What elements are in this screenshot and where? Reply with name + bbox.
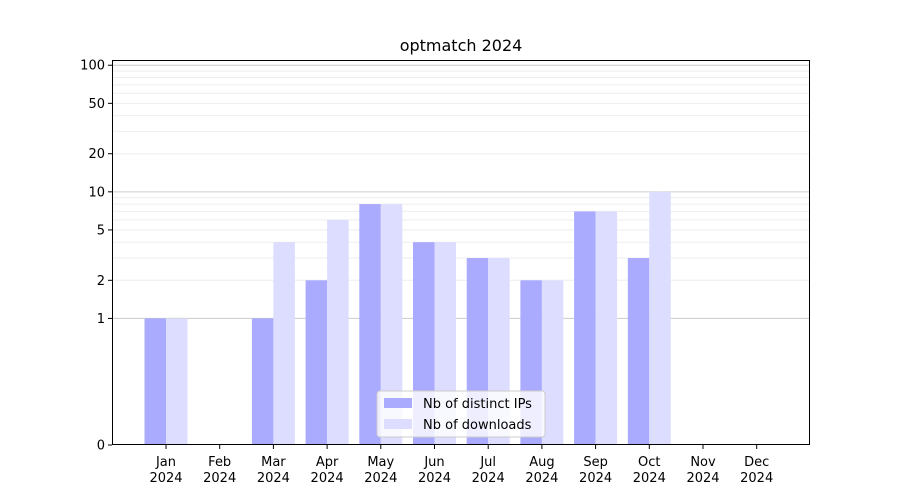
bar-distinct-ips xyxy=(305,280,328,445)
x-tick-label-year: 2024 xyxy=(257,471,290,486)
y-tick-label: 100 xyxy=(80,59,105,74)
x-tick-label-year: 2024 xyxy=(633,471,666,486)
x-tick-label-year: 2024 xyxy=(418,471,451,486)
x-tick-label-month: Sep xyxy=(583,455,608,470)
y-tick-label: 50 xyxy=(88,97,105,112)
bar-downloads xyxy=(380,204,403,445)
bar-distinct-ips xyxy=(144,318,166,445)
x-tick-label-month: Apr xyxy=(316,455,339,470)
bar-distinct-ips xyxy=(574,211,596,445)
y-axis: 0 1 2 5 10 20 50 100 xyxy=(80,59,112,454)
legend: Nb of distinct IPs Nb of downloads xyxy=(376,390,546,438)
x-tick-label-month: Mar xyxy=(261,455,286,470)
x-tick-label-year: 2024 xyxy=(740,471,773,486)
plot-frame xyxy=(112,60,810,445)
x-tick-label-month: Oct xyxy=(638,455,660,470)
chart-title: optmatch 2024 xyxy=(400,36,523,55)
x-tick-label-year: 2024 xyxy=(525,471,558,486)
grid-lines xyxy=(112,64,810,319)
x-axis: Jan2024Feb2024Mar2024Apr2024May2024Jun20… xyxy=(149,445,773,486)
x-tick-label-month: Aug xyxy=(529,455,554,470)
x-tick-label-year: 2024 xyxy=(579,471,612,486)
legend-box xyxy=(376,390,546,438)
bar-downloads xyxy=(327,219,349,445)
x-tick-label-year: 2024 xyxy=(472,471,505,486)
bar-downloads xyxy=(541,280,564,445)
legend-label-distinct-ips: Nb of distinct IPs xyxy=(423,397,532,412)
bar-distinct-ips xyxy=(251,318,274,445)
bar-downloads xyxy=(166,318,188,445)
x-tick-label-month: Jul xyxy=(479,455,496,470)
x-tick-label-year: 2024 xyxy=(311,471,344,486)
legend-swatch-distinct-ips xyxy=(384,398,412,408)
bar-distinct-ips xyxy=(359,204,381,445)
x-tick-label-month: Feb xyxy=(208,455,231,470)
x-tick-label-month: May xyxy=(367,455,394,470)
bar-downloads xyxy=(273,242,295,445)
legend-label-downloads: Nb of downloads xyxy=(423,418,532,433)
legend-swatch-downloads xyxy=(384,419,412,429)
y-tick-label: 1 xyxy=(97,312,105,327)
x-tick-label-month: Dec xyxy=(744,455,769,470)
x-tick-label-year: 2024 xyxy=(364,471,397,486)
x-tick-label-month: Jun xyxy=(423,455,444,470)
bar-downloads xyxy=(595,211,618,445)
y-tick-label: 0 xyxy=(97,439,105,454)
x-tick-label-month: Nov xyxy=(690,455,716,470)
bar-downloads xyxy=(649,191,671,445)
x-tick-label-month: Jan xyxy=(155,455,176,470)
y-tick-label: 5 xyxy=(97,223,105,238)
bar-distinct-ips xyxy=(627,258,650,445)
x-tick-label-year: 2024 xyxy=(686,471,719,486)
y-tick-label: 20 xyxy=(88,147,105,162)
x-tick-label-year: 2024 xyxy=(203,471,236,486)
y-tick-label: 10 xyxy=(88,185,105,200)
x-tick-label-year: 2024 xyxy=(149,471,182,486)
y-tick-label: 2 xyxy=(97,274,105,289)
